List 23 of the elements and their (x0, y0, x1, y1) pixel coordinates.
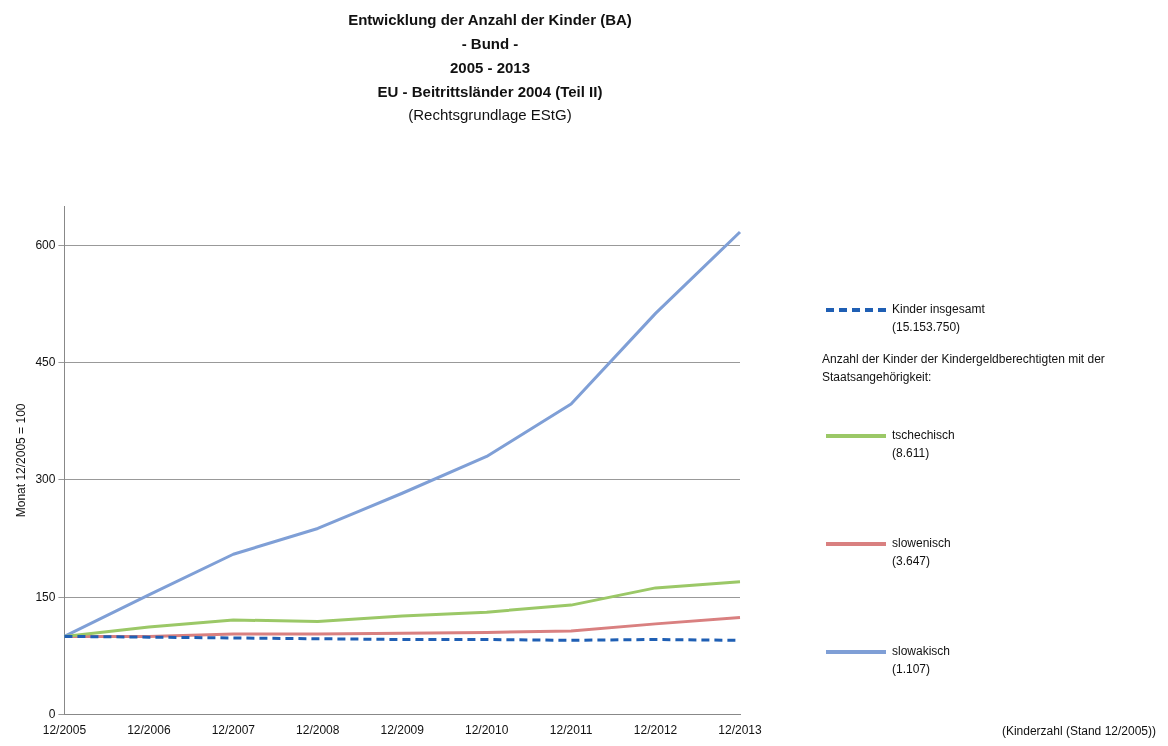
text: (Kinderzahl (Stand 12/2005)) (1001, 724, 1156, 738)
y-tick-label: 300 (35, 472, 56, 487)
x-tick-label: 12/2006 (127, 723, 171, 738)
x-tick-label: 12/2013 (718, 723, 763, 738)
y-tick-label: 0 (48, 706, 56, 721)
legend-label: tschechisch (8.611) (892, 427, 955, 462)
legend-label: slowakisch (1.107) (892, 643, 951, 678)
y-tick-label: 150 (35, 589, 56, 604)
x-tick-label: 12/2007 (211, 723, 256, 738)
legend-label: slowenisch (3.647) (892, 535, 951, 570)
y-tick-label: 450 (35, 354, 56, 369)
legend-title: Anzahl der Kinder der Kindergeldberechtigten mit der Staatsangehörigkeit: (822, 351, 1106, 386)
y-axis-title: Monat 12/2005 = 100 (13, 403, 28, 518)
y-tick-label: 600 (35, 237, 56, 252)
x-tick-label: 12/2005 (42, 723, 87, 738)
x-tick-label: 12/2011 (549, 723, 593, 738)
x-tick-label: 12/2008 (296, 723, 340, 738)
x-tick-label: 12/2012 (633, 723, 678, 738)
legend-label: Kinder insgesamt (15.153.750) (892, 301, 985, 336)
x-tick-label: 12/2009 (380, 723, 425, 738)
chart-title: Entwicklung der Anzahl der Kinder (BA) - Bund - 2005 - 2013 EU - Beitrittsländer 2004 (Teil II) (347, 10, 633, 102)
x-tick-label: 12/2010 (464, 723, 509, 738)
chart-subtitle: (Rechtsgrundlage EStG) (407, 106, 573, 123)
